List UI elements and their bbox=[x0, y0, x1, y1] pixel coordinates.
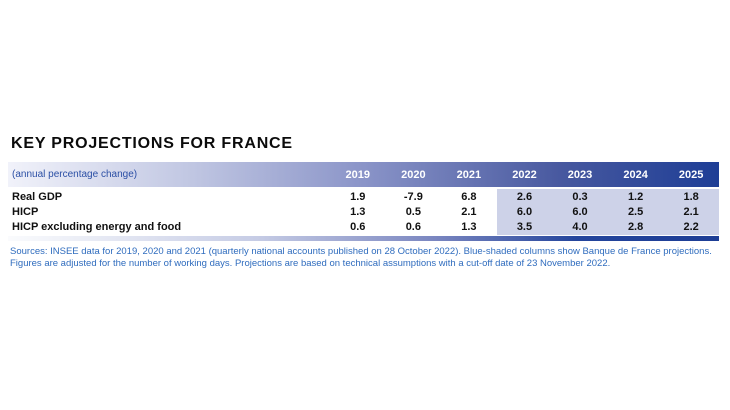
value-cell: 6.8 bbox=[461, 190, 477, 203]
row-label: Real GDP bbox=[12, 190, 63, 203]
value-cell: 0.5 bbox=[405, 206, 421, 219]
source-note: Sources: INSEE data for 2019, 2020 and 2… bbox=[10, 246, 724, 269]
year-header-2019: 2019 bbox=[345, 168, 371, 181]
value-cell-projection: 2.2 bbox=[663, 219, 719, 236]
value-cell: 0.6 bbox=[405, 221, 421, 234]
value-cell: 1.3 bbox=[350, 206, 366, 219]
table-header-row: (annual percentage change) 2019 2020 202… bbox=[8, 162, 719, 187]
year-header-2024: 2024 bbox=[623, 168, 648, 181]
value-cell-projection: 4.0 bbox=[552, 219, 608, 236]
table-row-hicp: HICP 1.3 0.5 2.1 6.0 6.0 2.5 2.1 bbox=[8, 204, 719, 220]
row-label: HICP excluding energy and food bbox=[12, 221, 182, 234]
page-title: KEY PROJECTIONS FOR FRANCE bbox=[11, 135, 293, 152]
source-note-line2: Figures are adjusted for the number of w… bbox=[10, 257, 611, 269]
table-row-hicp-excl-energy-food: HICP excluding energy and food 0.6 0.6 1… bbox=[8, 219, 719, 236]
value-cell-projection: 2.1 bbox=[663, 204, 719, 220]
year-header-2020: 2020 bbox=[401, 168, 426, 181]
year-header-2025: 2025 bbox=[678, 168, 704, 181]
value-cell: -7.9 bbox=[403, 190, 423, 203]
table-body: Real GDP 1.9 -7.9 6.8 2.6 0.3 1.2 1.8 HI… bbox=[8, 189, 719, 236]
value-cell: 2.1 bbox=[461, 206, 477, 219]
value-cell: 0.6 bbox=[350, 221, 366, 234]
projections-table: (annual percentage change) 2019 2020 202… bbox=[8, 162, 719, 242]
value-cell-projection: 2.8 bbox=[607, 219, 664, 236]
value-cell-projection: 0.3 bbox=[552, 189, 608, 205]
value-cell: 1.3 bbox=[461, 221, 477, 234]
value-cell-projection: 1.8 bbox=[663, 189, 719, 205]
value-cell-projection: 6.0 bbox=[496, 204, 553, 220]
year-header-2021: 2021 bbox=[456, 168, 482, 181]
source-note-line1: Sources: INSEE data for 2019, 2020 and 2… bbox=[10, 246, 712, 257]
value-cell-projection: 1.2 bbox=[607, 189, 664, 205]
year-header-2023: 2023 bbox=[567, 168, 593, 181]
value-cell-projection: 3.5 bbox=[496, 219, 553, 236]
value-cell-projection: 2.6 bbox=[496, 189, 553, 205]
row-label: HICP bbox=[12, 206, 39, 219]
unit-label: (annual percentage change) bbox=[12, 169, 138, 180]
table-bottom-border bbox=[8, 236, 719, 242]
value-cell-projection: 2.5 bbox=[607, 204, 664, 220]
value-cell-projection: 6.0 bbox=[552, 204, 608, 220]
value-cell: 1.9 bbox=[350, 190, 366, 203]
year-header-2022: 2022 bbox=[512, 168, 537, 181]
table-row-real-gdp: Real GDP 1.9 -7.9 6.8 2.6 0.3 1.2 1.8 bbox=[8, 189, 719, 205]
